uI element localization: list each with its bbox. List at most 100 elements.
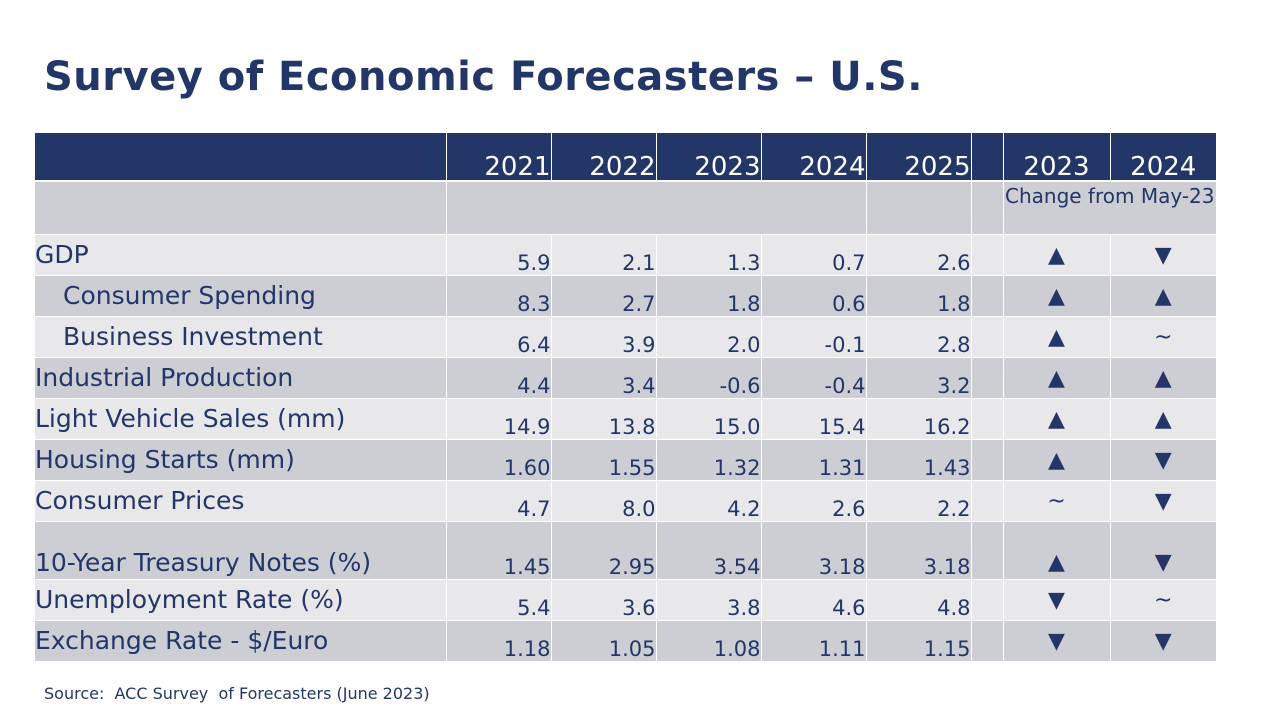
value-cell: 16.2 [865, 398, 971, 440]
table-row: Industrial Production 4.4 3.4 -0.6 -0.4 … [35, 357, 1216, 399]
value-cell: 13.8 [550, 398, 656, 440]
table-row: Light Vehicle Sales (mm) 14.9 13.8 15.0 … [35, 398, 1216, 440]
value-cell: 1.8 [865, 275, 971, 317]
value-cell: 2.2 [865, 480, 971, 522]
spacer-cell [970, 316, 1003, 358]
value-cell: 2.6 [760, 480, 866, 522]
row-label: Light Vehicle Sales (mm) [35, 398, 446, 440]
value-cell: 1.32 [655, 439, 761, 481]
header-change-2024: 2024 [1109, 133, 1216, 181]
value-cell: -0.6 [655, 357, 761, 399]
spacer-cell [970, 620, 1003, 661]
value-cell: 6.4 [445, 316, 551, 358]
header-year-2021: 2021 [445, 133, 551, 181]
value-cell: 3.18 [760, 521, 866, 580]
spacer-cell [970, 234, 1003, 276]
value-cell: 8.3 [445, 275, 551, 317]
value-cell: 3.4 [550, 357, 656, 399]
value-cell: 0.7 [760, 234, 866, 276]
value-cell: 1.55 [550, 439, 656, 481]
value-cell: 1.31 [760, 439, 866, 481]
value-cell: 1.18 [445, 620, 551, 661]
header-year-2022: 2022 [550, 133, 656, 181]
value-cell: 14.9 [445, 398, 551, 440]
value-cell: -0.1 [760, 316, 866, 358]
value-cell: 3.54 [655, 521, 761, 580]
row-label: Housing Starts (mm) [35, 439, 446, 481]
table-row: Housing Starts (mm) 1.60 1.55 1.32 1.31 … [35, 439, 1216, 481]
value-cell: 4.7 [445, 480, 551, 522]
change-indicator-icon: ▼ [1002, 620, 1110, 661]
table-row: Consumer Prices 4.7 8.0 4.2 2.6 2.2 ~ ▼ [35, 480, 1216, 522]
value-cell: 2.8 [865, 316, 971, 358]
table-row: Business Investment 6.4 3.9 2.0 -0.1 2.8… [35, 316, 1216, 358]
change-indicator-icon: ~ [1002, 480, 1110, 522]
change-indicator-icon: ~ [1109, 316, 1216, 358]
spacer-cell [970, 439, 1003, 481]
change-indicator-icon: ▲ [1109, 357, 1216, 399]
value-cell: 15.4 [760, 398, 866, 440]
subheader-cell [865, 180, 971, 235]
row-label: Business Investment [35, 316, 446, 358]
forecast-table: 2021 2022 2023 2024 2025 2023 2024 Chang… [35, 133, 1216, 661]
table-row: Consumer Spending 8.3 2.7 1.8 0.6 1.8 ▲ … [35, 275, 1216, 317]
subheader-cell [35, 180, 446, 235]
value-cell: 4.4 [445, 357, 551, 399]
spacer-cell [970, 275, 1003, 317]
row-label: Industrial Production [35, 357, 446, 399]
value-cell: 2.6 [865, 234, 971, 276]
header-change-2023: 2023 [1002, 133, 1110, 181]
header-year-2023: 2023 [655, 133, 761, 181]
table-row: Exchange Rate - $/Euro 1.18 1.05 1.08 1.… [35, 620, 1216, 661]
value-cell: 4.8 [865, 579, 971, 621]
table-row: GDP 5.9 2.1 1.3 0.7 2.6 ▲ ▼ [35, 234, 1216, 276]
spacer-cell [970, 521, 1003, 580]
value-cell: 2.1 [550, 234, 656, 276]
value-cell: 15.0 [655, 398, 761, 440]
table-subheader-row: Change from May-23 [35, 180, 1216, 235]
change-indicator-icon: ▲ [1002, 439, 1110, 481]
change-from-note: Change from May-23 [1002, 180, 1216, 235]
value-cell: 2.95 [550, 521, 656, 580]
value-cell: 3.6 [550, 579, 656, 621]
value-cell: 3.2 [865, 357, 971, 399]
row-label: Unemployment Rate (%) [35, 579, 446, 621]
change-indicator-icon: ▲ [1109, 398, 1216, 440]
header-year-2024: 2024 [760, 133, 866, 181]
change-indicator-icon: ▲ [1109, 275, 1216, 317]
value-cell: 1.60 [445, 439, 551, 481]
value-cell: 1.08 [655, 620, 761, 661]
change-indicator-icon: ▼ [1109, 620, 1216, 661]
row-label: GDP [35, 234, 446, 276]
value-cell: 0.6 [760, 275, 866, 317]
table-row: 10-Year Treasury Notes (%) 1.45 2.95 3.5… [35, 521, 1216, 580]
spacer-cell [970, 398, 1003, 440]
value-cell: 4.6 [760, 579, 866, 621]
value-cell: 3.9 [550, 316, 656, 358]
row-label: 10-Year Treasury Notes (%) [35, 521, 446, 580]
change-indicator-icon: ▲ [1002, 316, 1110, 358]
change-indicator-icon: ▼ [1109, 234, 1216, 276]
header-spacer [970, 133, 1003, 181]
value-cell: 5.4 [445, 579, 551, 621]
change-indicator-icon: ▲ [1002, 521, 1110, 580]
change-indicator-icon: ▼ [1109, 439, 1216, 481]
row-label: Consumer Prices [35, 480, 446, 522]
value-cell: 1.43 [865, 439, 971, 481]
change-indicator-icon: ▼ [1109, 480, 1216, 522]
value-cell: 2.0 [655, 316, 761, 358]
value-cell: 5.9 [445, 234, 551, 276]
value-cell: 1.05 [550, 620, 656, 661]
table-row: Unemployment Rate (%) 5.4 3.6 3.8 4.6 4.… [35, 579, 1216, 621]
header-year-2025: 2025 [865, 133, 971, 181]
row-label: Consumer Spending [35, 275, 446, 317]
source-note: Source: ACC Survey of Forecasters (June … [44, 684, 430, 703]
change-indicator-icon: ▲ [1002, 398, 1110, 440]
value-cell: 1.15 [865, 620, 971, 661]
change-indicator-icon: ▲ [1002, 357, 1110, 399]
page-title: Survey of Economic Forecasters – U.S. [44, 54, 923, 100]
value-cell: 1.11 [760, 620, 866, 661]
value-cell: 3.18 [865, 521, 971, 580]
value-cell: 4.2 [655, 480, 761, 522]
value-cell: 1.3 [655, 234, 761, 276]
